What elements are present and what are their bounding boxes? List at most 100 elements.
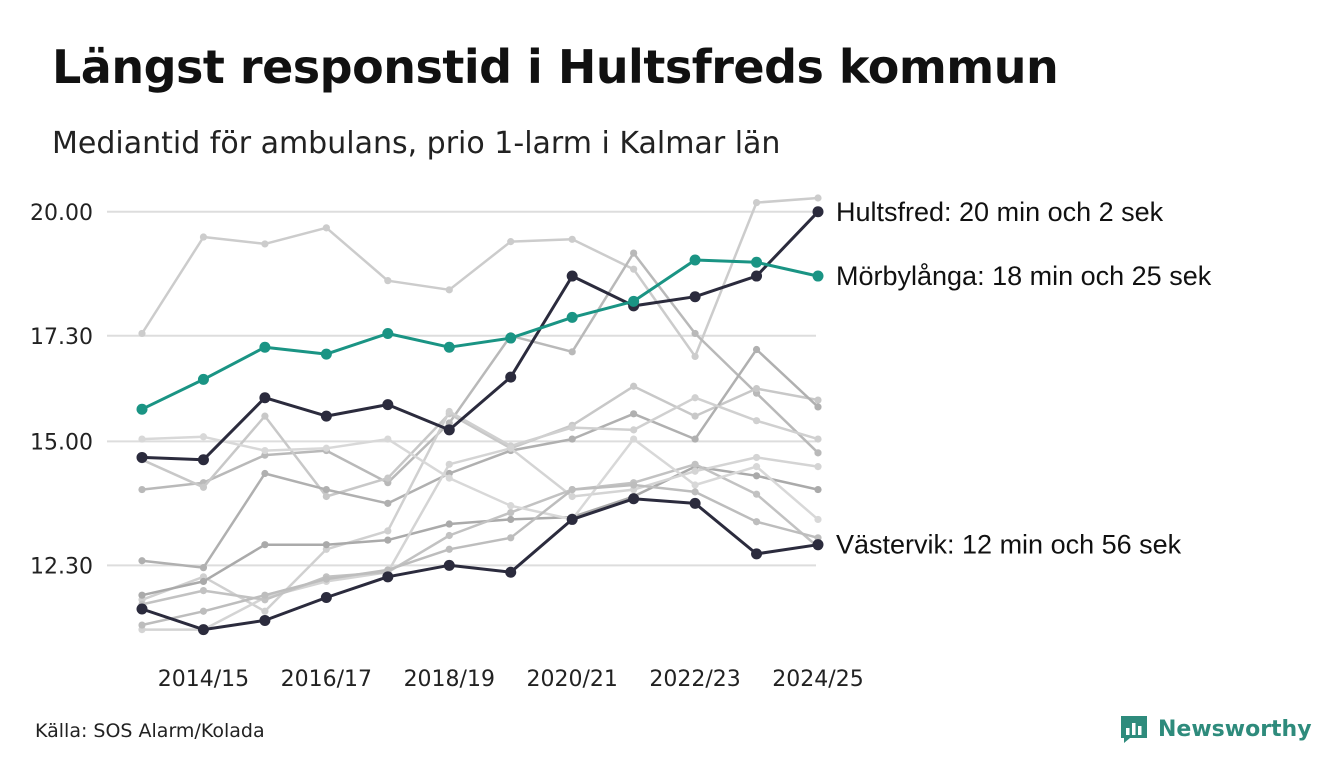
newsworthy-logo-text: Newsworthy (1158, 716, 1312, 742)
data-point (261, 541, 269, 549)
data-point (691, 435, 699, 443)
data-point (568, 492, 576, 501)
data-point (630, 249, 638, 257)
data-point (812, 206, 824, 218)
data-point (505, 371, 517, 383)
series-hultsfred (136, 206, 824, 466)
data-point (443, 559, 455, 571)
source-note: Källa: SOS Alarm/Kolada (35, 720, 265, 742)
data-point (691, 329, 699, 338)
series-v-stervik (136, 493, 824, 636)
data-point (507, 444, 515, 452)
data-point (138, 557, 146, 565)
chart-title: Längst responstid i Hultsfreds kommun (52, 40, 1059, 94)
y-tick-label: 20.00 (30, 201, 93, 226)
data-point (199, 607, 208, 615)
data-point (630, 435, 638, 443)
data-point (752, 472, 761, 480)
y-tick-label: 15.00 (30, 430, 93, 455)
data-point (384, 536, 392, 544)
data-point (322, 224, 330, 232)
data-point (568, 435, 576, 443)
data-point (138, 621, 146, 629)
series-line (140, 210, 820, 462)
data-point (568, 235, 576, 243)
data-point (630, 382, 638, 390)
data-point (507, 238, 515, 246)
data-point (261, 412, 269, 420)
data-point (507, 534, 515, 542)
data-point (443, 341, 455, 353)
x-tick-label: 2020/21 (526, 667, 617, 692)
y-tick-label: 17.30 (30, 325, 93, 350)
series-line (140, 385, 820, 498)
data-point (445, 474, 453, 482)
series-label-m-rbyl-nga: Mörbylånga: 18 min och 25 sek (836, 261, 1212, 291)
data-point (628, 493, 640, 505)
x-tick-label: 2024/25 (772, 667, 863, 692)
data-point (382, 327, 394, 339)
data-point (384, 499, 392, 507)
data-point (261, 607, 269, 615)
series-m-rbyl-nga (136, 254, 824, 415)
data-point (261, 469, 269, 478)
series-line (140, 251, 820, 491)
y-axis: 12.30 15.00 17.30 20.00 (30, 201, 93, 580)
data-point (261, 240, 269, 248)
data-point (445, 520, 453, 528)
data-point (445, 407, 453, 416)
data-point (814, 515, 822, 524)
x-tick-label: 2022/23 (649, 667, 740, 692)
data-point (136, 403, 148, 415)
data-point (507, 515, 515, 524)
newsworthy-logo-icon (1121, 716, 1147, 743)
data-point (382, 571, 394, 583)
data-point (320, 591, 332, 603)
data-point (505, 566, 517, 578)
data-point (320, 348, 332, 360)
data-point (814, 403, 822, 411)
x-axis: 2014/15 2016/17 2018/19 2020/21 2022/23 2024/… (158, 667, 864, 692)
data-point (138, 485, 146, 494)
background-series-line (138, 382, 822, 501)
data-point (566, 513, 578, 525)
series-line (140, 463, 820, 606)
highlighted-series (136, 206, 824, 636)
series-line (140, 196, 820, 358)
data-point (261, 591, 269, 599)
data-point (138, 329, 146, 338)
data-point (199, 577, 208, 586)
data-point (814, 194, 822, 202)
data-point (259, 341, 271, 353)
data-point (630, 265, 638, 273)
data-point (382, 399, 394, 411)
series-label-hultsfred: Hultsfred: 20 min och 2 sek (836, 197, 1164, 227)
data-point (505, 332, 517, 344)
data-point (445, 460, 453, 468)
data-point (568, 423, 576, 432)
data-point (752, 518, 761, 526)
data-point (814, 449, 822, 457)
series-label-v-stervik: Västervik: 12 min och 56 sek (836, 530, 1182, 560)
x-tick-label: 2018/19 (404, 667, 495, 692)
newsworthy-logo: Newsworthy (1118, 713, 1312, 745)
data-point (507, 502, 515, 510)
data-point (752, 453, 761, 462)
data-point (752, 198, 761, 207)
data-point (568, 348, 576, 356)
data-point (322, 444, 330, 452)
data-point (384, 474, 392, 482)
data-point (812, 270, 824, 282)
data-point (507, 508, 515, 517)
data-point (384, 277, 392, 285)
background-series-line (138, 463, 822, 599)
data-point (630, 426, 638, 434)
data-point (384, 435, 392, 443)
series-line (140, 258, 820, 411)
background-series-line (138, 444, 822, 634)
series-line (140, 396, 820, 613)
data-point (322, 541, 330, 549)
series-line (140, 348, 820, 569)
series-line (140, 483, 820, 627)
